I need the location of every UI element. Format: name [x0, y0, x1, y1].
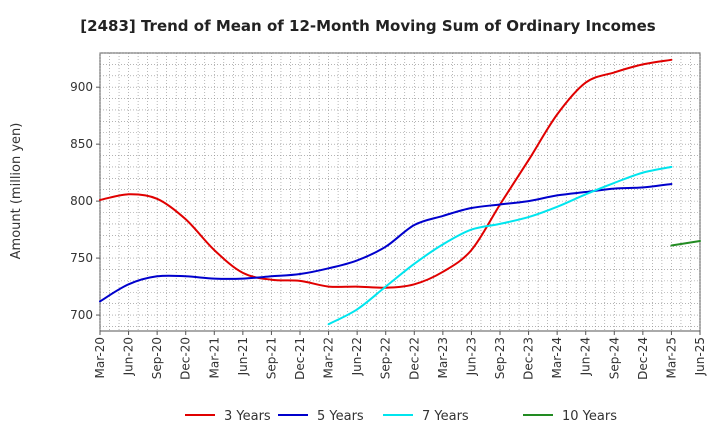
x-tick-label: Sep-21: [264, 337, 278, 379]
axis-ticks: 700 750 800 850 900 Mar-20 Jun-20 Sep-20 Dec-20 M…: [70, 80, 707, 380]
legend: 3 Years 5 Years 7 Years 10 Years: [185, 409, 617, 424]
series-line-5-years: [99, 183, 673, 303]
x-tick-label: Dec-22: [407, 337, 421, 380]
x-tick-label: Mar-22: [322, 337, 336, 378]
x-tick-label: Mar-20: [93, 337, 107, 378]
y-tick-label: 850: [70, 137, 93, 151]
x-tick-label: Dec-24: [636, 337, 650, 380]
x-tick-label: Dec-21: [293, 337, 307, 380]
x-tick-label: Mar-24: [550, 337, 564, 378]
series-lines: [99, 58, 701, 326]
grid-lines: [99, 52, 701, 331]
x-tick-label: Dec-23: [522, 337, 536, 380]
legend-label-7-years: 7 Years: [422, 409, 469, 424]
x-tick-label: Jun-23: [464, 337, 478, 376]
x-tick-label: Jun-22: [350, 337, 364, 376]
x-tick-label: Sep-23: [493, 337, 507, 379]
x-tick-label: Jun-25: [693, 337, 707, 376]
legend-label-10-years: 10 Years: [562, 409, 617, 424]
x-tick-label: Jun-24: [579, 337, 593, 376]
x-tick-label: Mar-23: [436, 337, 450, 378]
legend-label-3-years: 3 Years: [224, 409, 271, 424]
y-tick-label: 750: [70, 251, 93, 265]
chart-title: [2483] Trend of Mean of 12-Month Moving …: [80, 17, 655, 35]
x-tick-label: Sep-24: [607, 337, 621, 379]
x-tick-label: Sep-22: [379, 337, 393, 379]
y-tick-label: 800: [70, 194, 93, 208]
series-line-7-years: [327, 165, 673, 326]
x-tick-label: Mar-25: [664, 337, 678, 378]
x-tick-label: Dec-20: [179, 337, 193, 380]
series-line-10-years: [670, 240, 701, 247]
x-tick-label: Mar-21: [207, 337, 221, 378]
y-tick-label: 700: [70, 308, 93, 322]
y-axis-label: Amount (million yen): [9, 123, 24, 260]
y-tick-label: 900: [70, 80, 93, 94]
x-tick-label: Sep-20: [150, 337, 164, 379]
plot-area: [99, 52, 701, 332]
x-tick-label: Jun-21: [236, 337, 250, 376]
x-tick-label: Jun-20: [122, 337, 136, 376]
legend-label-5-years: 5 Years: [317, 409, 364, 424]
